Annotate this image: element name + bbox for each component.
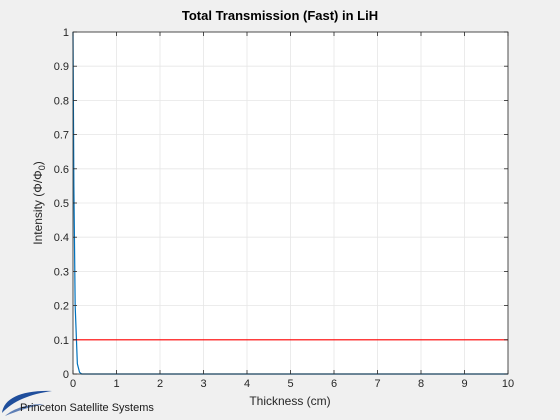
x-axis-label: Thickness (cm) [249, 394, 330, 408]
logo-text: Princeton Satellite Systems [20, 402, 154, 414]
y-axis-label-close: ) [31, 161, 45, 165]
y-tick-label: 0.6 [54, 164, 69, 176]
y-tick-label: 0.8 [54, 95, 69, 107]
x-tick-labels: 0 1 2 3 4 5 6 7 8 9 10 [70, 378, 514, 390]
y-tick-labels: 0 0.1 0.2 0.3 0.4 0.5 0.6 0.7 0.8 0.9 1 [54, 27, 69, 381]
y-axis-label-main: Intensity (Φ/Φ [31, 170, 45, 245]
ticks [72, 31, 509, 375]
x-tick-label: 6 [331, 378, 337, 390]
y-tick-label: 0 [63, 369, 69, 381]
y-axis-label-subscript: 0 [37, 165, 47, 170]
x-tick-label: 8 [418, 378, 424, 390]
x-tick-label: 5 [287, 378, 293, 390]
x-tick-label: 9 [461, 378, 467, 390]
x-tick-label: 10 [502, 378, 514, 390]
x-tick-label: 0 [70, 378, 76, 390]
chart-title: Total Transmission (Fast) in LiH [182, 8, 378, 23]
y-tick-label: 0.1 [54, 335, 69, 347]
y-tick-label: 0.9 [54, 61, 69, 73]
y-tick-label: 0.7 [54, 130, 69, 142]
y-tick-label: 0.3 [54, 266, 69, 278]
x-tick-label: 1 [113, 378, 119, 390]
y-tick-label: 0.2 [54, 301, 69, 313]
y-axis-label: Intensity (Φ/Φ0) [31, 161, 47, 245]
x-tick-label: 3 [200, 378, 206, 390]
logo: Princeton Satellite Systems [2, 390, 154, 416]
x-tick-label: 4 [244, 378, 250, 390]
y-tick-label: 1 [63, 27, 69, 39]
y-tick-label: 0.4 [54, 232, 69, 244]
x-tick-label: 7 [374, 378, 380, 390]
logo-swoosh-icon [2, 390, 52, 416]
y-tick-label: 0.5 [54, 198, 69, 210]
x-tick-label: 2 [157, 378, 163, 390]
